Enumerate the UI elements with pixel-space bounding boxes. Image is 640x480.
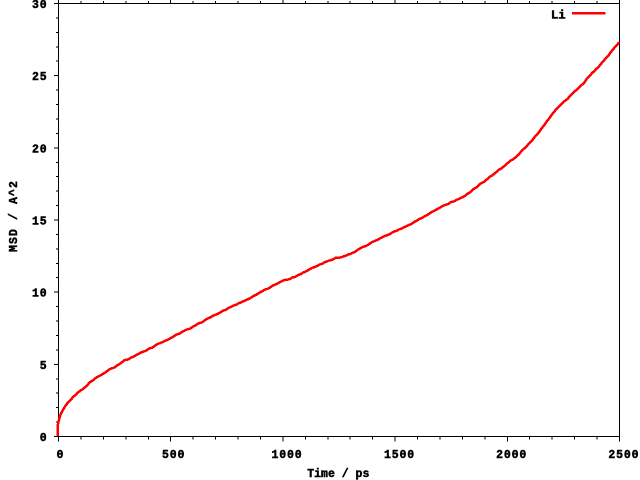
svg-text:5: 5 — [40, 360, 48, 373]
svg-text:10: 10 — [32, 288, 48, 301]
svg-text:Time / ps: Time / ps — [307, 468, 369, 480]
svg-text:20: 20 — [32, 143, 48, 156]
svg-text:25: 25 — [32, 71, 48, 84]
svg-text:0: 0 — [40, 432, 48, 445]
svg-text:1500: 1500 — [384, 449, 415, 462]
svg-text:0: 0 — [57, 449, 65, 462]
svg-text:2000: 2000 — [496, 449, 527, 462]
svg-text:500: 500 — [162, 449, 185, 462]
svg-text:1000: 1000 — [271, 449, 302, 462]
svg-text:15: 15 — [32, 216, 48, 229]
svg-text:MSD / A^2: MSD / A^2 — [8, 180, 21, 252]
svg-text:30: 30 — [32, 0, 48, 12]
svg-text:Li: Li — [551, 8, 566, 22]
svg-text:2500: 2500 — [608, 449, 639, 462]
